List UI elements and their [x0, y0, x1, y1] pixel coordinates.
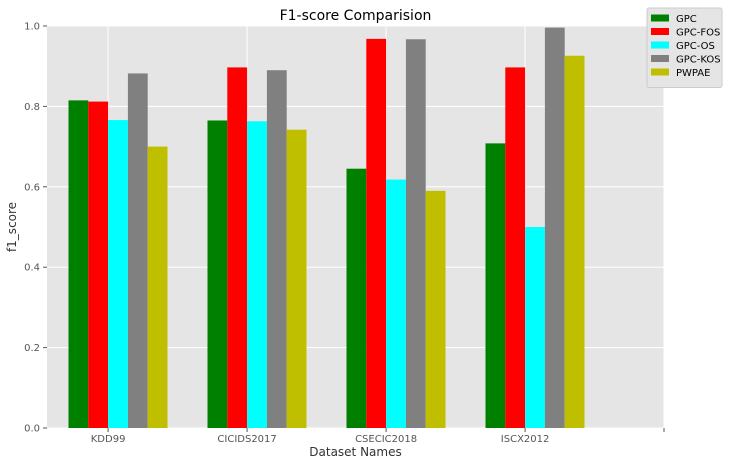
legend-swatch-pwpae: [651, 68, 669, 76]
bar-gpc-cicids2017: [207, 120, 228, 428]
legend-label-gpc-kos: GPC-KOS: [676, 55, 721, 66]
chart-title: F1-score Comparision: [280, 8, 432, 24]
bar-gpc-iscx2012: [485, 143, 506, 428]
y-tick-label: 1.0: [24, 22, 40, 33]
bar-pwpae-kdd99: [147, 146, 168, 428]
y-tick-label: 0.8: [24, 102, 40, 113]
bar-pwpae-cicids2017: [286, 129, 307, 428]
bar-gpc-fos-iscx2012: [505, 67, 526, 428]
legend-swatch-gpc-os: [651, 41, 669, 49]
legend-box: [646, 7, 723, 88]
x-tick-label: CICIDS2017: [217, 434, 276, 445]
y-tick-label: 0.4: [24, 263, 40, 274]
bars: [68, 27, 585, 429]
legend-label-gpc-fos: GPC-FOS: [676, 28, 720, 39]
y-axis-title: f1_score: [5, 202, 19, 252]
x-tick-label: CSECIC2018: [355, 434, 417, 445]
bar-gpc-kos-kdd99: [127, 73, 148, 428]
y-axis-ticks: 0.0 0.2 0.4 0.6 0.8 1.0: [24, 22, 47, 435]
x-axis-title: Dataset Names: [309, 445, 401, 459]
bar-gpc-kdd99: [68, 100, 89, 429]
legend-label-pwpae: PWPAE: [676, 68, 710, 79]
legend-swatch-gpc: [651, 14, 669, 22]
y-tick-label: 0.6: [24, 182, 40, 193]
bar-gpc-csecic2018: [346, 168, 367, 428]
legend-items: GPC GPC-FOS GPC-OS GPC-KOS PWPAE: [651, 14, 721, 79]
bar-gpc-os-cicids2017: [247, 121, 267, 429]
x-tick-label: ISCX2012: [501, 434, 550, 445]
legend: GPC GPC-FOS GPC-OS GPC-KOS PWPAE: [646, 7, 723, 88]
bar-gpc-os-csecic2018: [386, 179, 406, 428]
bar-gpc-os-iscx2012: [525, 227, 545, 428]
bar-pwpae-csecic2018: [425, 190, 446, 428]
x-tick-label: KDD99: [91, 434, 126, 445]
legend-swatch-gpc-kos: [651, 55, 669, 62]
y-tick-label: 0.0: [24, 424, 40, 435]
bar-gpc-kos-csecic2018: [405, 39, 426, 429]
y-tick-label: 0.2: [24, 343, 40, 354]
bar-gpc-fos-csecic2018: [366, 38, 387, 428]
legend-label-gpc: GPC: [676, 14, 697, 25]
bar-gpc-fos-kdd99: [88, 101, 109, 429]
bar-gpc-fos-cicids2017: [227, 67, 248, 428]
bar-gpc-os-kdd99: [108, 120, 128, 429]
legend-swatch-gpc-fos: [651, 28, 669, 35]
bar-pwpae-iscx2012: [564, 55, 585, 429]
bar-gpc-kos-cicids2017: [266, 70, 287, 428]
legend-label-gpc-os: GPC-OS: [676, 41, 715, 52]
x-axis-ticks: KDD99 CICIDS2017 CSECIC2018 ISCX2012: [91, 428, 665, 445]
bar-gpc-kos-iscx2012: [544, 27, 565, 428]
